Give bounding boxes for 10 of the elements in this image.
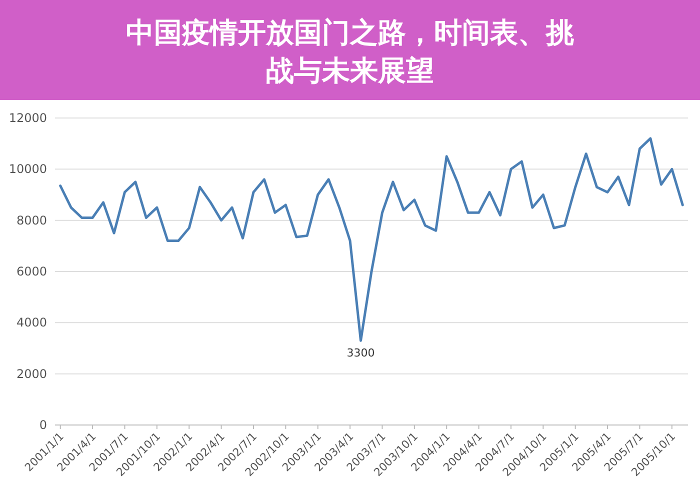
y-tick-label: 0 <box>39 418 47 432</box>
y-tick-label: 12000 <box>8 111 47 125</box>
chart-title: 中国疫情开放国门之路，时间表、挑战与未来展望 <box>126 16 575 87</box>
line-series <box>59 137 684 342</box>
y-tick-label: 8000 <box>16 213 47 228</box>
y-tick-label: 2000 <box>16 366 47 381</box>
y-tick-label: 4000 <box>16 316 47 330</box>
y-tick-label: 10000 <box>8 162 47 176</box>
data-label: 3300 <box>346 346 375 360</box>
y-tick-label: 6000 <box>16 264 47 278</box>
